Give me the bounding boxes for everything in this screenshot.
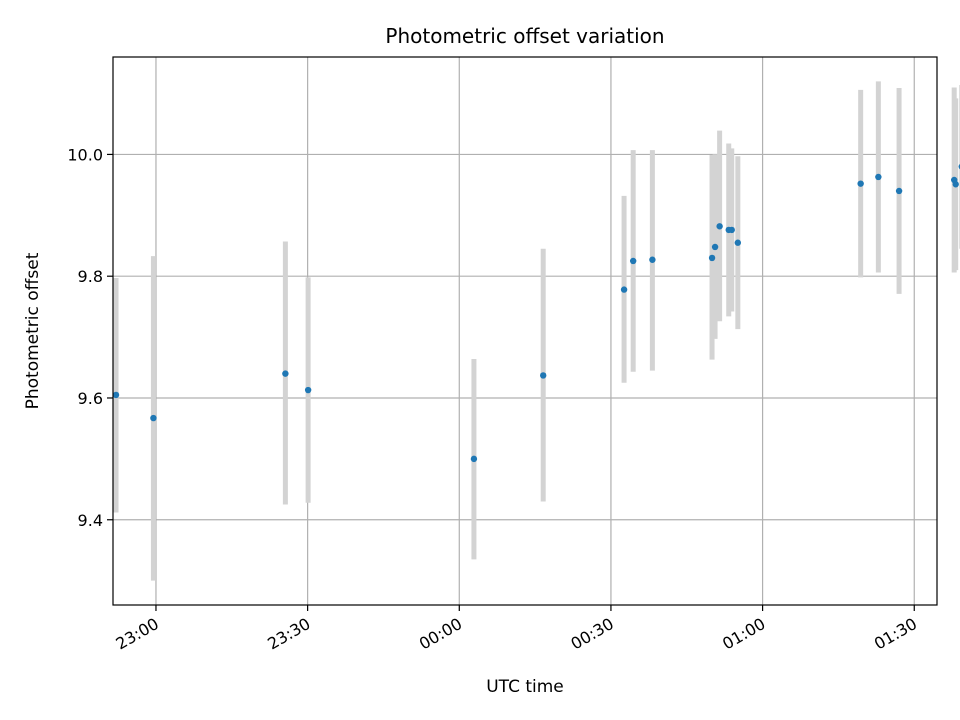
data-point bbox=[857, 180, 864, 187]
data-point bbox=[470, 455, 478, 463]
y-tick-label: 10.0 bbox=[67, 145, 103, 164]
data-point bbox=[649, 256, 656, 263]
x-axis-title: UTC time bbox=[486, 677, 564, 697]
data-point bbox=[728, 226, 735, 234]
data-point bbox=[952, 181, 959, 188]
data-points bbox=[112, 163, 960, 463]
data-point bbox=[112, 391, 120, 399]
grid-lines bbox=[113, 57, 937, 605]
y-tick-label: 9.4 bbox=[78, 511, 103, 530]
data-point bbox=[734, 239, 742, 246]
y-tick-label: 9.6 bbox=[78, 389, 103, 408]
chart-title: Photometric offset variation bbox=[385, 24, 664, 48]
data-point bbox=[895, 187, 903, 195]
data-point bbox=[629, 257, 637, 265]
plot-area-frame bbox=[112, 56, 938, 606]
data-point bbox=[150, 414, 157, 422]
y-axis-title: Photometric offset bbox=[23, 252, 43, 409]
data-point bbox=[716, 223, 723, 230]
data-point bbox=[282, 370, 289, 377]
y-axis-ticks: 9.4 9.6 9.8 10.0 bbox=[67, 145, 113, 530]
data-point bbox=[304, 386, 312, 394]
data-point bbox=[875, 173, 882, 181]
data-point bbox=[711, 243, 719, 251]
y-tick-label: 9.8 bbox=[78, 267, 103, 286]
data-point bbox=[708, 254, 716, 262]
data-point bbox=[539, 372, 547, 379]
data-point bbox=[620, 286, 628, 293]
